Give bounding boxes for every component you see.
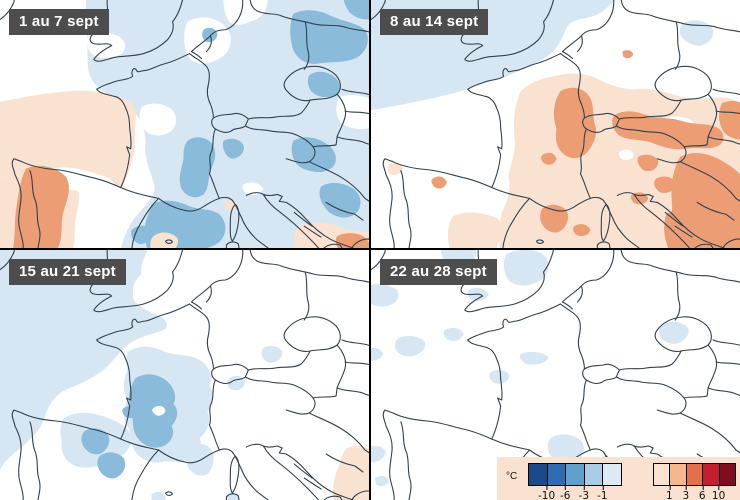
europe-map-week4 — [371, 250, 740, 500]
legend-swatch — [653, 463, 671, 486]
map-panel-week2: 8 au 14 sept — [371, 0, 740, 248]
legend-warm-bar: 1 3 6 10 — [653, 463, 736, 500]
legend-swatch — [685, 463, 704, 486]
legend-tick: -10 — [538, 486, 556, 500]
legend-tick: -3 — [578, 486, 590, 500]
europe-map-week1 — [0, 0, 369, 248]
panel-label-week2: 8 au 14 sept — [380, 9, 489, 35]
map-panel-week4: 22 au 28 sept — [371, 250, 740, 500]
legend-swatch — [602, 463, 622, 486]
legend-tick: 10 — [711, 486, 726, 500]
color-scale-legend: °C -10 -6 -3 -1 1 3 6 10 — [497, 457, 740, 500]
legend-tick: 3 — [682, 486, 690, 500]
europe-map-week3 — [0, 250, 369, 500]
map-panel-week3: 15 au 21 sept — [0, 250, 369, 500]
legend-tick: -1 — [597, 486, 608, 500]
legend-swatch — [565, 463, 585, 486]
legend-cold-swatches — [528, 463, 622, 486]
panel-label-week1: 1 au 7 sept — [9, 9, 109, 35]
panel-label-week4: 22 au 28 sept — [380, 259, 497, 285]
legend-tick: 6 — [698, 486, 706, 500]
legend-swatch — [669, 463, 687, 486]
legend-cold-bar: -10 -6 -3 -1 — [528, 463, 622, 500]
map-panel-week1: 1 au 7 sept — [0, 0, 369, 248]
legend-swatch — [583, 463, 604, 486]
panel-label-week3: 15 au 21 sept — [9, 259, 126, 285]
europe-map-week2 — [371, 0, 740, 248]
anomaly-shading-week1 — [0, 0, 369, 248]
anomaly-shading-week3 — [0, 250, 369, 500]
legend-swatch — [546, 463, 567, 486]
legend-swatch — [528, 463, 548, 486]
legend-swatch — [718, 463, 736, 486]
anomaly-shading-week4 — [371, 250, 689, 487]
legend-warm-swatches — [653, 463, 736, 486]
legend-tick: -6 — [559, 486, 571, 500]
legend-tick: 1 — [666, 486, 673, 500]
legend-unit-label: °C — [506, 471, 518, 482]
legend-swatch — [702, 463, 720, 486]
